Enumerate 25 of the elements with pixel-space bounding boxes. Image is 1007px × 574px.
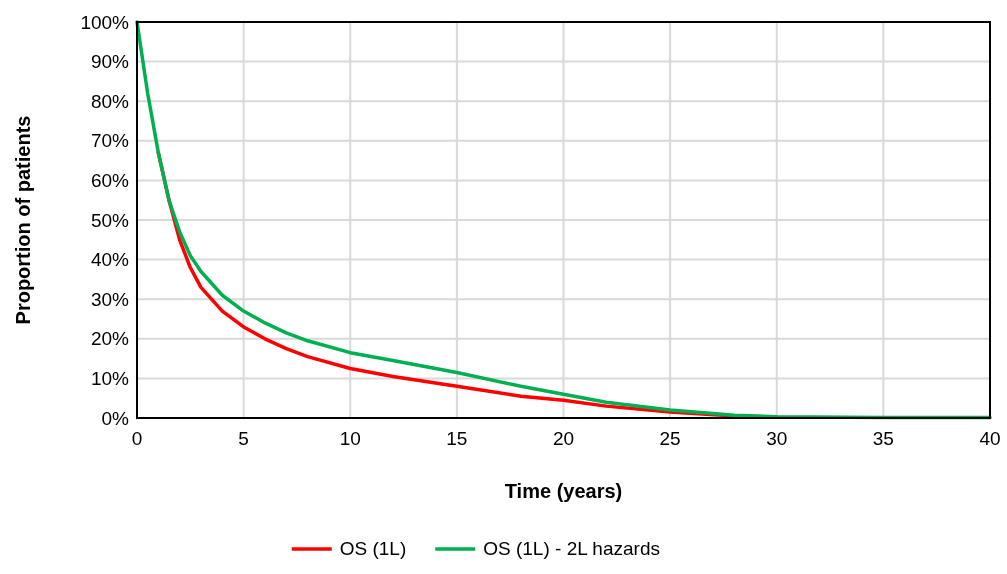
y-tick-label: 50% bbox=[90, 209, 130, 231]
y-tick-label: 100% bbox=[80, 11, 130, 33]
x-tick-label: 35 bbox=[872, 428, 894, 449]
y-tick-label: 30% bbox=[90, 288, 130, 310]
y-tick-label: 80% bbox=[90, 90, 130, 112]
x-tick-label: 10 bbox=[339, 428, 361, 449]
y-tick-label: 20% bbox=[90, 328, 130, 350]
x-tick-label: 5 bbox=[238, 428, 249, 449]
x-tick-label: 20 bbox=[552, 428, 575, 449]
x-tick-label: 25 bbox=[659, 428, 681, 449]
legend-label: OS (1L) bbox=[339, 538, 407, 559]
x-axis-title: Time (years) bbox=[504, 480, 623, 502]
x-tick-label: 40 bbox=[979, 428, 1001, 449]
y-tick-label: 10% bbox=[90, 368, 130, 390]
y-tick-label: 40% bbox=[90, 249, 130, 271]
legend-label: OS (1L) - 2L hazards bbox=[483, 538, 660, 559]
y-tick-label: 60% bbox=[90, 170, 130, 192]
y-tick-label: 90% bbox=[90, 51, 130, 73]
y-tick-label: 0% bbox=[101, 407, 130, 429]
x-tick-label: 30 bbox=[766, 428, 788, 449]
x-tick-label: 0 bbox=[131, 428, 143, 449]
y-axis-title: Proportion of patients bbox=[12, 115, 34, 325]
line-series bbox=[135, 20, 992, 420]
y-tick-label: 70% bbox=[90, 130, 130, 152]
x-tick-label: 15 bbox=[446, 428, 468, 449]
